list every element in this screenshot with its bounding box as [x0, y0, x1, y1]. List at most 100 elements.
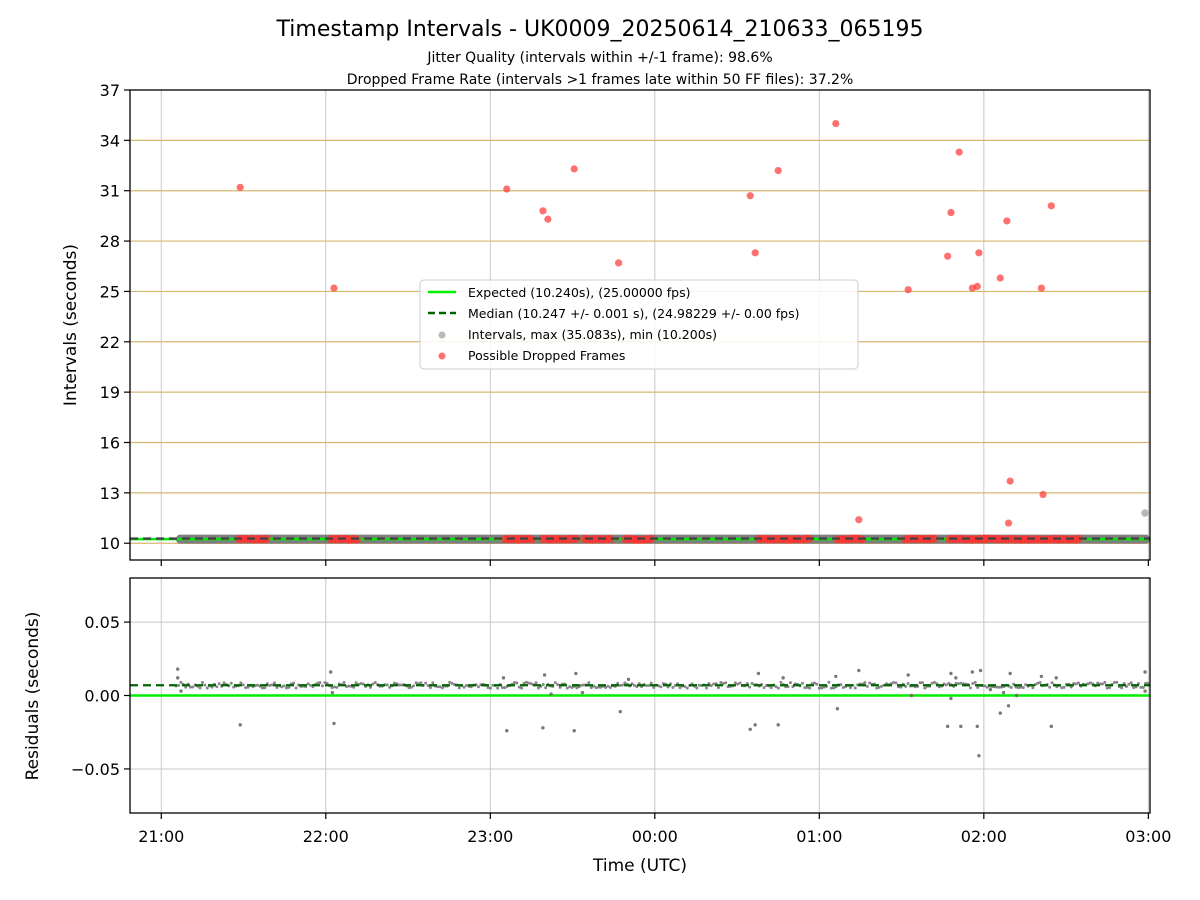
residual-point — [748, 685, 752, 689]
residual-point — [536, 686, 540, 690]
residual-point — [945, 724, 950, 729]
residual-point — [618, 683, 622, 687]
residual-point — [983, 684, 987, 688]
dropped-frame-point — [904, 286, 912, 294]
legend-expected-label: Expected (10.240s), (25.00000 fps) — [468, 285, 690, 300]
residual-point — [426, 684, 430, 688]
residual-point — [906, 681, 910, 685]
residual-point — [606, 684, 610, 688]
residual-point — [500, 686, 504, 690]
residual-point — [323, 681, 327, 685]
residual-point — [580, 690, 585, 695]
residual-point — [517, 685, 521, 689]
residual-point — [570, 685, 574, 689]
residual-point — [572, 729, 576, 733]
residual-point — [1086, 682, 1090, 686]
residual-point — [659, 685, 663, 689]
residual-point — [388, 685, 392, 689]
dropped-frame-point — [751, 249, 759, 257]
dropped-frame-point — [975, 249, 983, 257]
residual-point — [1112, 680, 1116, 684]
residual-point — [241, 683, 245, 687]
residual-point — [574, 671, 578, 676]
residual-point — [534, 681, 538, 685]
residual-point — [875, 686, 879, 690]
residual-point — [930, 681, 934, 685]
residual-point — [549, 692, 553, 696]
residual-point — [414, 681, 418, 685]
residual-point — [198, 686, 202, 690]
legend-median-label: Median (10.247 +/- 0.001 s), (24.98229 +… — [468, 306, 799, 321]
residual-point — [203, 683, 207, 687]
residual-point — [239, 681, 243, 685]
residual-point — [906, 673, 910, 677]
residual-point — [354, 681, 358, 685]
dropped-frame-point — [746, 192, 754, 200]
residual-point — [975, 724, 979, 729]
residual-point — [697, 683, 701, 687]
residual-point — [632, 683, 636, 687]
residual-point — [505, 729, 509, 733]
legend-dropped-swatch — [438, 352, 446, 360]
residual-point — [256, 683, 260, 687]
residual-point — [412, 684, 416, 688]
dropped-frame-point — [855, 516, 863, 524]
residual-point — [542, 673, 547, 677]
residual-point — [695, 686, 699, 690]
residuals-ytick-label: −0.05 — [71, 760, 120, 779]
residual-point — [678, 686, 682, 690]
dropped-frame-point — [947, 208, 955, 217]
residual-point — [776, 723, 780, 727]
residual-point — [246, 685, 250, 689]
residuals-xtick-label: 01:00 — [796, 827, 842, 846]
intervals-ytick-label: 34 — [100, 131, 120, 150]
residual-point — [512, 681, 516, 685]
residual-point — [762, 686, 766, 690]
residual-point — [995, 685, 999, 689]
residual-point — [815, 682, 819, 686]
residual-point — [620, 683, 624, 687]
residual-point — [541, 683, 545, 687]
residual-point — [877, 685, 881, 689]
residual-point — [947, 681, 951, 685]
residual-point — [1036, 681, 1040, 685]
legend: Expected (10.240s), (25.00000 fps) Media… — [419, 279, 859, 370]
residual-point — [932, 680, 936, 684]
residual-point — [179, 689, 183, 693]
residual-point — [450, 681, 454, 685]
residual-point — [820, 686, 824, 690]
residual-point — [400, 683, 404, 687]
residual-point — [781, 676, 785, 680]
residual-point — [1021, 686, 1025, 690]
residual-point — [342, 680, 346, 684]
residual-point — [544, 686, 548, 690]
residual-point — [647, 683, 651, 687]
residual-point — [805, 685, 809, 689]
residual-point — [985, 685, 989, 689]
residual-point — [978, 668, 983, 673]
residual-point — [959, 681, 963, 685]
x-axis-label: Time (UTC) — [592, 856, 687, 876]
intervals-axes-frame — [129, 89, 1151, 561]
residual-point — [618, 709, 622, 714]
residual-point — [803, 686, 807, 690]
residuals-xtick-label: 03:00 — [1125, 827, 1171, 846]
residual-point — [834, 674, 838, 679]
residual-point — [1031, 686, 1035, 690]
residual-point — [835, 707, 840, 711]
residuals-xtick-label: 22:00 — [303, 827, 349, 846]
residual-point — [232, 685, 236, 689]
residuals-marks — [130, 667, 1150, 758]
residual-point — [709, 684, 713, 688]
residuals-xtick-label: 00:00 — [632, 827, 678, 846]
residual-point — [1014, 685, 1018, 689]
residual-point — [894, 681, 898, 685]
residuals-ytick-label: 0.00 — [84, 687, 120, 706]
dropped-frame-point — [236, 183, 244, 191]
dropped-frame-point — [503, 185, 511, 193]
dropped-frame-point — [606, 534, 615, 543]
residual-point — [541, 726, 545, 730]
residual-point — [1143, 670, 1147, 674]
residual-point — [330, 690, 335, 695]
residual-point — [272, 681, 276, 685]
